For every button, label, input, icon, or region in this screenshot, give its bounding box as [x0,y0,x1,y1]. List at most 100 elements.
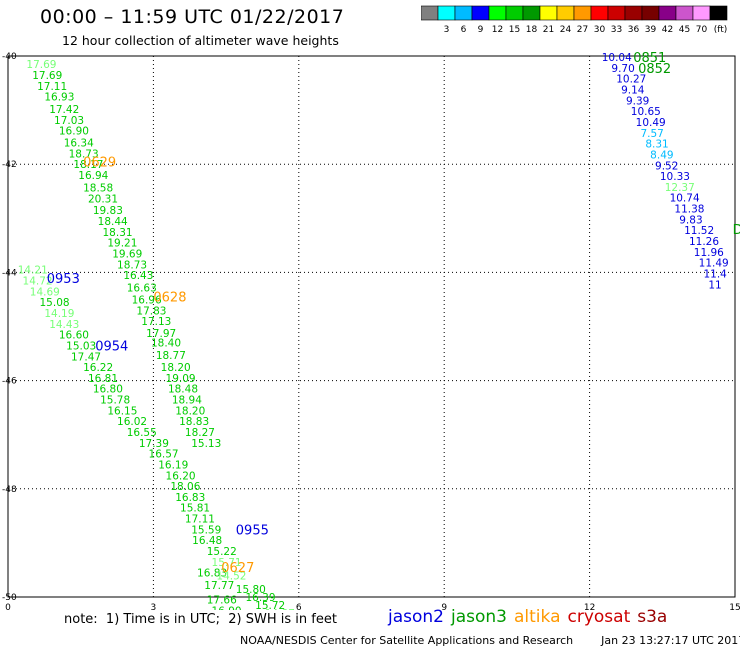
wave-height-value: 18.20 [161,362,191,374]
wave-height-chart: 0 3 6 9 12 15-40-42-44-46-48-5017.6917.6917.1… [2,51,740,610]
wave-height-value: 11.52 [684,225,714,237]
wave-height-value: 11.38 [674,204,704,216]
wave-height-value: 17.97 [146,328,176,340]
pass-time-label: 0627 [221,561,254,576]
wave-height-value: 17.69 [26,59,56,71]
wave-height-value: 16.83 [197,568,227,580]
legend-label: 36 [628,25,640,35]
wave-height-value: 15.81 [180,503,210,515]
legend-label: 18 [526,25,538,35]
wave-height-value: 19.69 [112,248,142,260]
satellite-s3a: s3a [637,607,668,627]
x-tick-label: 9 [441,603,447,610]
wave-height-value: 16.15 [107,405,137,417]
pass-time-label: 0629 [83,155,116,170]
wave-height-value: 18.58 [83,182,113,194]
wave-height-value: 16.57 [149,449,179,461]
y-tick-label: -48 [2,485,17,495]
wave-height-value: 11.49 [699,258,729,270]
wave-height-value: 9.83 [679,214,702,226]
wave-height-value: 19.83 [93,205,123,217]
wave-height-value: 16.34 [64,138,94,150]
x-tick-label: 6 [296,603,302,610]
wave-height-value: 16.20 [166,470,196,482]
wave-height-value: 18.27 [185,427,215,439]
x-tick-label: 3 [151,603,157,610]
wave-height-value: 16.63 [127,283,157,295]
y-tick-label: -44 [2,268,17,278]
wave-height-value: 10.65 [631,106,661,118]
wave-height-value: 16.83 [175,492,205,504]
pass-time-label: 0955 [236,523,269,538]
wave-height-value: 18.83 [179,416,209,428]
plot-frame [7,55,736,598]
legend-label: 39 [645,25,657,35]
legend-label: (ft) [714,25,728,35]
wave-height-value: 16.80 [93,384,123,396]
wave-height-value: 14.21 [18,265,48,277]
wave-height-value: 15.78 [100,395,130,407]
legend-swatch [709,5,728,21]
wave-height-value: 14.72 [23,276,53,288]
wave-height-value: 15.13 [191,438,221,450]
wave-height-value: 12.37 [665,182,695,194]
wave-height-value: 19.09 [166,373,196,385]
wave-height-value: 10.04 [602,52,632,64]
wave-height-value: 18.31 [103,227,133,239]
wave-height-value: 15.08 [40,297,70,309]
wave-height-value: 19.21 [107,238,137,250]
wave-height-value: 10.27 [616,74,646,86]
legend-label: 70 [696,25,708,35]
timestamp: Jan 23 13:27:17 UTC 2017 [601,634,740,647]
legend-label: 27 [577,25,588,35]
chart-subtitle: 12 hour collection of altimeter wave hei… [62,33,339,48]
wave-height-value: 16.02 [117,416,147,428]
wave-height-value: 7.57 [640,128,663,140]
wave-height-value: 17.77 [204,580,234,592]
wave-height-value: 15.71 [212,557,242,569]
legend-label: 45 [679,25,690,35]
wave-height-value: 18.94 [172,395,202,407]
wave-height-value: 9.70 [611,63,634,75]
legend-label: 24 [560,25,572,35]
wave-height-value: 17.66 [207,595,237,607]
wave-height-value: 17.83 [136,305,166,317]
wave-height-value: 18.06 [170,481,200,493]
satellite-jason3: jason3 [451,607,507,627]
wave-height-value: 9.52 [655,160,678,172]
wave-height-value: 16.60 [59,330,89,342]
wave-height-value: 16.19 [158,459,188,471]
wave-height-value: 17.42 [49,104,79,116]
wave-height-value: 16.22 [83,362,113,374]
wave-height-value: 14.87 [265,608,295,610]
wave-height-value: 15.72 [255,600,285,610]
legend-label: 30 [594,25,606,35]
wave-height-value: 17.13 [141,316,171,328]
x-tick-label: 12 [584,603,595,610]
credit-text: NOAA/NESDIS Center for Satellite Applica… [240,634,574,647]
pass-time-label: 0954 [95,339,128,354]
wave-height-value: 17.69 [32,70,62,82]
wave-height-value: 11 [708,279,721,291]
pass-time-label: D [733,223,740,238]
wave-height-value: 17.11 [37,81,67,93]
y-tick-label: -50 [2,593,17,603]
wave-height-value: 14.43 [49,319,79,331]
wave-height-value: 18.20 [175,405,205,417]
pass-time-label: 0852 [638,62,671,77]
satellite-altika: altika [514,607,561,627]
wave-height-value: 16.55 [127,427,157,439]
legend-label: 12 [492,25,503,35]
credit-line: NOAA/NESDIS Center for Satellite Applica… [240,634,740,647]
y-tick-label: -40 [2,52,17,62]
units-note: note: 1) Time is in UTC; 2) SWH is in fe… [64,612,337,627]
wave-height-value: 16.48 [192,535,222,547]
wave-height-value: 16.39 [245,592,275,604]
wave-height-value: 8.31 [645,139,668,151]
wave-height-value: 18.17 [73,159,103,171]
wave-height-value: 18.77 [156,350,186,362]
legend-label: 42 [662,25,673,35]
wave-height-value: 17.39 [139,438,169,450]
legend-label: 21 [543,25,554,35]
wave-height-value: 16.90 [212,606,242,610]
